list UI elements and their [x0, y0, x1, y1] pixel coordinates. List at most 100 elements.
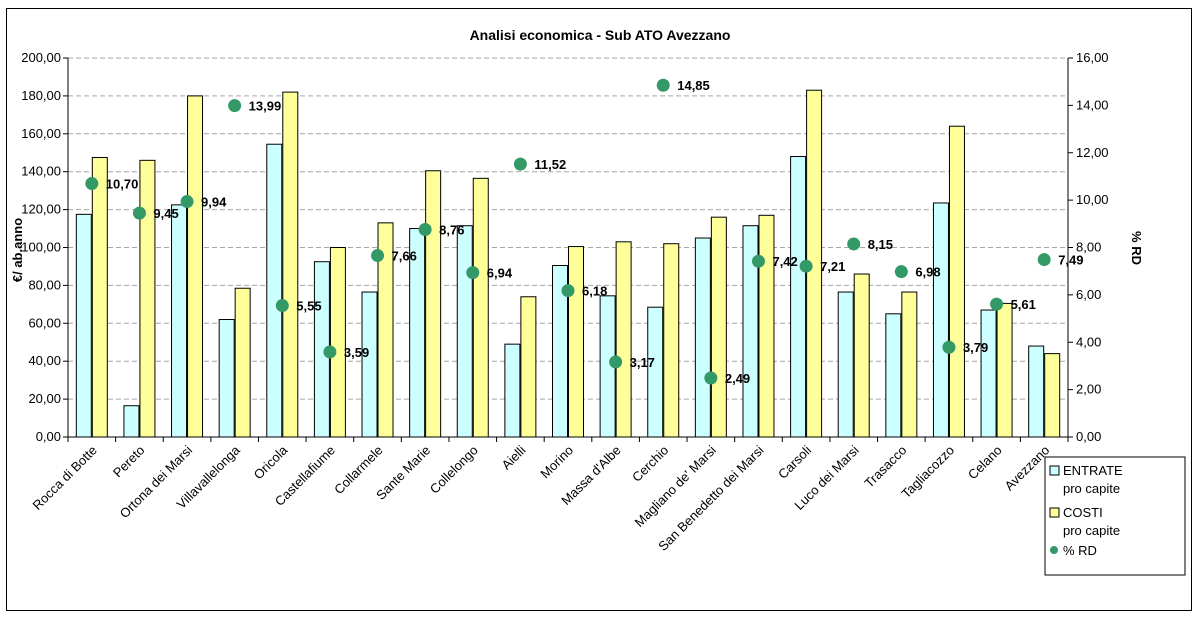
legend-entrate-line2: pro capite [1063, 481, 1120, 496]
rd-point [656, 78, 670, 92]
legend-swatch-entrate [1049, 465, 1060, 476]
category-label: Cerchio [629, 443, 671, 485]
rd-data-label: 6,94 [487, 266, 513, 281]
bar-costi [1044, 353, 1061, 438]
rd-data-label: 9,94 [201, 195, 227, 210]
rd-point [847, 237, 861, 251]
rd-data-label: 7,66 [392, 249, 417, 264]
rd-point [85, 177, 99, 191]
bar-costi [663, 243, 680, 438]
category-label: Morino [537, 443, 576, 482]
rd-data-label: 14,85 [677, 78, 710, 93]
y2-tick-label: 4,00 [1076, 334, 1101, 349]
bar-entrate [75, 213, 92, 438]
rd-data-label: 2,49 [725, 371, 750, 386]
legend-entrate-line1: ENTRATE [1063, 463, 1123, 478]
rd-data-label: 6,98 [915, 265, 940, 280]
bar-entrate [361, 291, 378, 438]
y2-tick-label: 16,00 [1076, 50, 1109, 65]
rd-data-label: 3,17 [630, 355, 655, 370]
bar-entrate [932, 202, 949, 438]
rd-data-label: 8,76 [439, 222, 464, 237]
rd-data-label: 3,59 [344, 345, 369, 360]
rd-data-label: 7,49 [1058, 253, 1083, 268]
y-tick-label: 20,00 [28, 391, 61, 406]
category-label: Collelongo [427, 443, 481, 497]
y-tick-label: 0,00 [36, 429, 61, 444]
category-label: Aielli [498, 442, 528, 472]
bar-costi [996, 302, 1013, 438]
rd-data-label: 11,52 [534, 157, 566, 172]
y-tick-label: 40,00 [28, 353, 61, 368]
legend-box [1044, 456, 1186, 576]
rd-point [371, 249, 385, 263]
rd-data-label: 13,99 [249, 99, 282, 114]
category-label: Carsoli [775, 442, 814, 481]
legend-costi-line2: pro capite [1063, 523, 1120, 538]
rd-point [561, 284, 575, 298]
y-tick-label: 200,00 [21, 50, 61, 65]
category-label: Magliano de' Marsi [632, 442, 720, 530]
chart-title: Analisi economica - Sub ATO Avezzano [470, 27, 731, 43]
bar-costi [758, 214, 775, 438]
bar-entrate [980, 309, 997, 438]
bar-costi [901, 291, 918, 438]
y2-tick-label: 0,00 [1076, 429, 1101, 444]
bar-costi [282, 91, 299, 438]
rd-point [228, 99, 242, 113]
y-tick-label: 80,00 [28, 277, 61, 292]
rd-data-label: 10,70 [106, 177, 139, 192]
y-tick-label: 60,00 [28, 315, 61, 330]
rd-data-label: 6,18 [582, 284, 607, 299]
rd-data-label: 3,79 [963, 340, 988, 355]
rd-point [942, 340, 956, 354]
rd-point [894, 265, 908, 279]
rd-data-label: 5,55 [296, 299, 321, 314]
bar-entrate [694, 237, 711, 438]
rd-point [990, 297, 1004, 311]
bar-costi [329, 247, 346, 438]
axes [63, 57, 1073, 442]
bar-entrate [1028, 345, 1045, 438]
y-tick-label: 100,00 [21, 240, 61, 255]
category-label: Oricola [251, 442, 291, 482]
y2-tick-label: 14,00 [1076, 97, 1109, 112]
rd-data-label: 7,21 [820, 259, 845, 274]
category-label: Pereto [110, 443, 148, 481]
bar-costi [139, 159, 156, 438]
bar-costi [853, 273, 870, 438]
rd-point [751, 254, 765, 268]
bar-entrate [647, 306, 664, 438]
y2-tick-label: 6,00 [1076, 287, 1101, 302]
bar-costi [948, 125, 965, 438]
rd-point [323, 345, 337, 359]
rd-point [418, 222, 432, 236]
bar-costi [520, 296, 537, 438]
legend: ENTRATE pro capite COSTI pro capite % RD [1044, 456, 1186, 576]
rd-point [275, 299, 289, 313]
y2-tick-label: 12,00 [1076, 145, 1109, 160]
rd-data-label: 5,61 [1011, 297, 1036, 312]
bar-costi [187, 95, 204, 438]
bars [75, 89, 1061, 438]
bar-entrate [266, 143, 283, 438]
legend-marker-rd [1050, 546, 1058, 554]
rd-points: 10,70 9,45 9,94 13,99 5,55 3,59 7,66 8,76 6,94 11… [85, 78, 1084, 386]
rd-point [132, 206, 146, 220]
legend-costi-line1: COSTI [1063, 505, 1103, 520]
tick-labels: 0,00 20,00 40,00 60,00 80,00 100,00 120,00 140,… [21, 50, 1108, 444]
rd-point [609, 355, 623, 369]
rd-point [704, 371, 718, 385]
rd-point [513, 157, 527, 171]
category-label: Rocca di Botte [30, 443, 100, 513]
bar-costi [615, 241, 632, 438]
category-label: Trasacco [861, 443, 909, 491]
bar-entrate [218, 319, 235, 438]
bar-costi [710, 216, 727, 438]
bar-entrate [885, 313, 902, 438]
bar-costi [425, 170, 442, 438]
rd-point [180, 195, 194, 209]
rd-point [466, 266, 480, 280]
y2-tick-label: 8,00 [1076, 240, 1101, 255]
